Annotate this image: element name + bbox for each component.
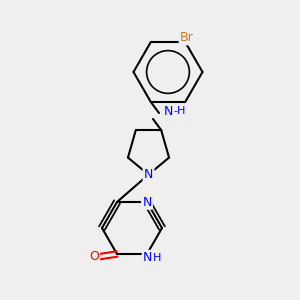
Text: O: O	[89, 250, 99, 263]
Text: H: H	[152, 253, 161, 262]
Text: Br: Br	[180, 31, 194, 44]
Text: -H: -H	[173, 106, 186, 116]
Text: N: N	[163, 105, 173, 118]
Text: N: N	[143, 251, 152, 264]
Text: N: N	[144, 168, 153, 181]
Text: N: N	[142, 196, 152, 208]
